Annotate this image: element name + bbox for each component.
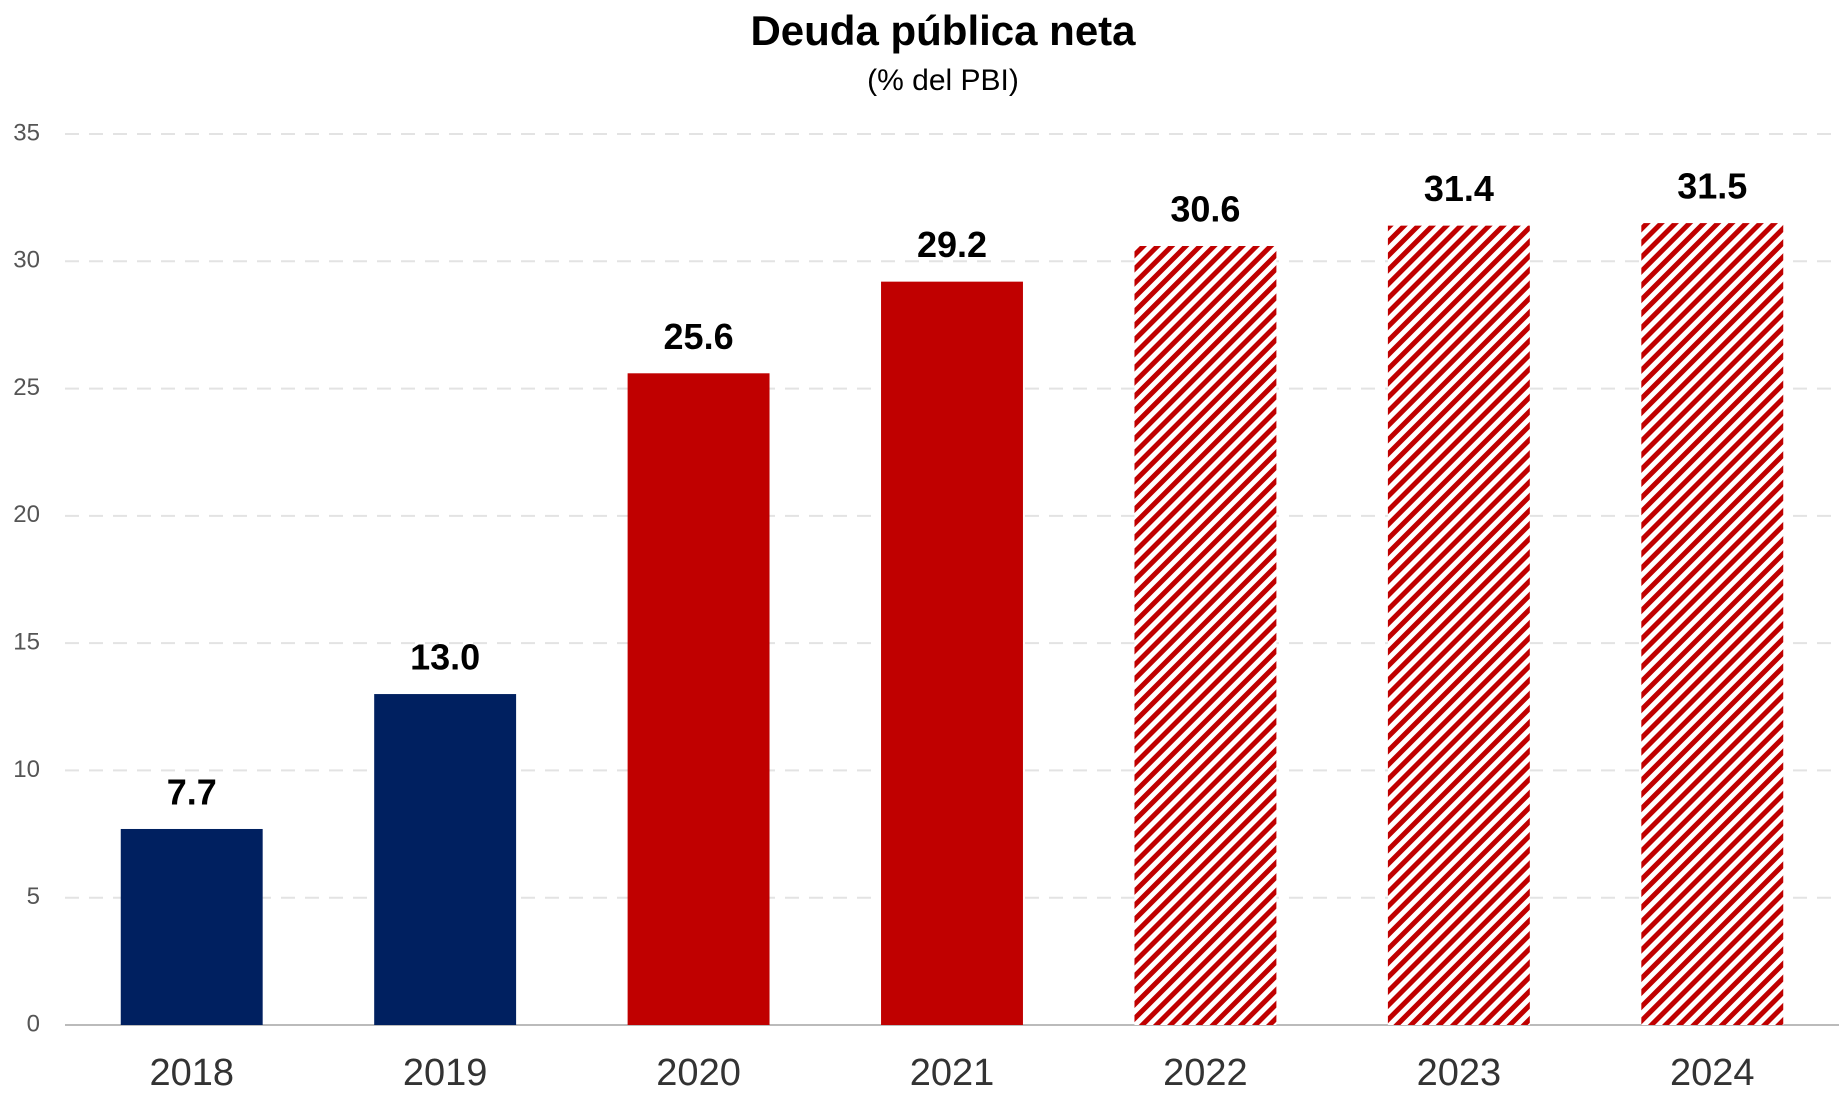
bar xyxy=(1134,246,1277,1026)
y-tick-label: 5 xyxy=(27,883,40,910)
value-label: 30.6 xyxy=(1170,189,1240,230)
bar xyxy=(120,828,263,1025)
value-label: 31.4 xyxy=(1424,168,1494,209)
y-tick-label: 10 xyxy=(13,756,40,783)
bar xyxy=(627,373,770,1026)
x-tick-label: 2018 xyxy=(149,1052,234,1094)
bar xyxy=(881,281,1023,1025)
value-label: 25.6 xyxy=(664,316,734,357)
value-label: 7.7 xyxy=(167,771,217,812)
x-tick-label: 2024 xyxy=(1670,1052,1755,1094)
y-tick-label: 0 xyxy=(27,1010,40,1037)
y-tick-label: 15 xyxy=(13,628,40,655)
bar xyxy=(1641,223,1784,1026)
y-tick-label: 35 xyxy=(13,119,40,146)
bar xyxy=(374,694,517,1025)
x-tick-label: 2023 xyxy=(1417,1052,1502,1094)
y-tick-label: 25 xyxy=(13,374,40,401)
x-tick-label: 2019 xyxy=(403,1052,488,1094)
value-label: 31.5 xyxy=(1677,166,1747,207)
y-tick-label: 30 xyxy=(13,247,40,274)
x-tick-label: 2020 xyxy=(656,1052,741,1094)
x-tick-label: 2021 xyxy=(910,1052,995,1094)
x-tick-label: 2022 xyxy=(1163,1052,1248,1094)
chart-title: Deuda pública neta xyxy=(750,7,1136,54)
bar xyxy=(1387,225,1530,1025)
value-label: 29.2 xyxy=(917,224,987,265)
chart-subtitle: (% del PBI) xyxy=(867,64,1019,97)
value-label: 13.0 xyxy=(410,637,480,678)
y-tick-label: 20 xyxy=(13,501,40,528)
